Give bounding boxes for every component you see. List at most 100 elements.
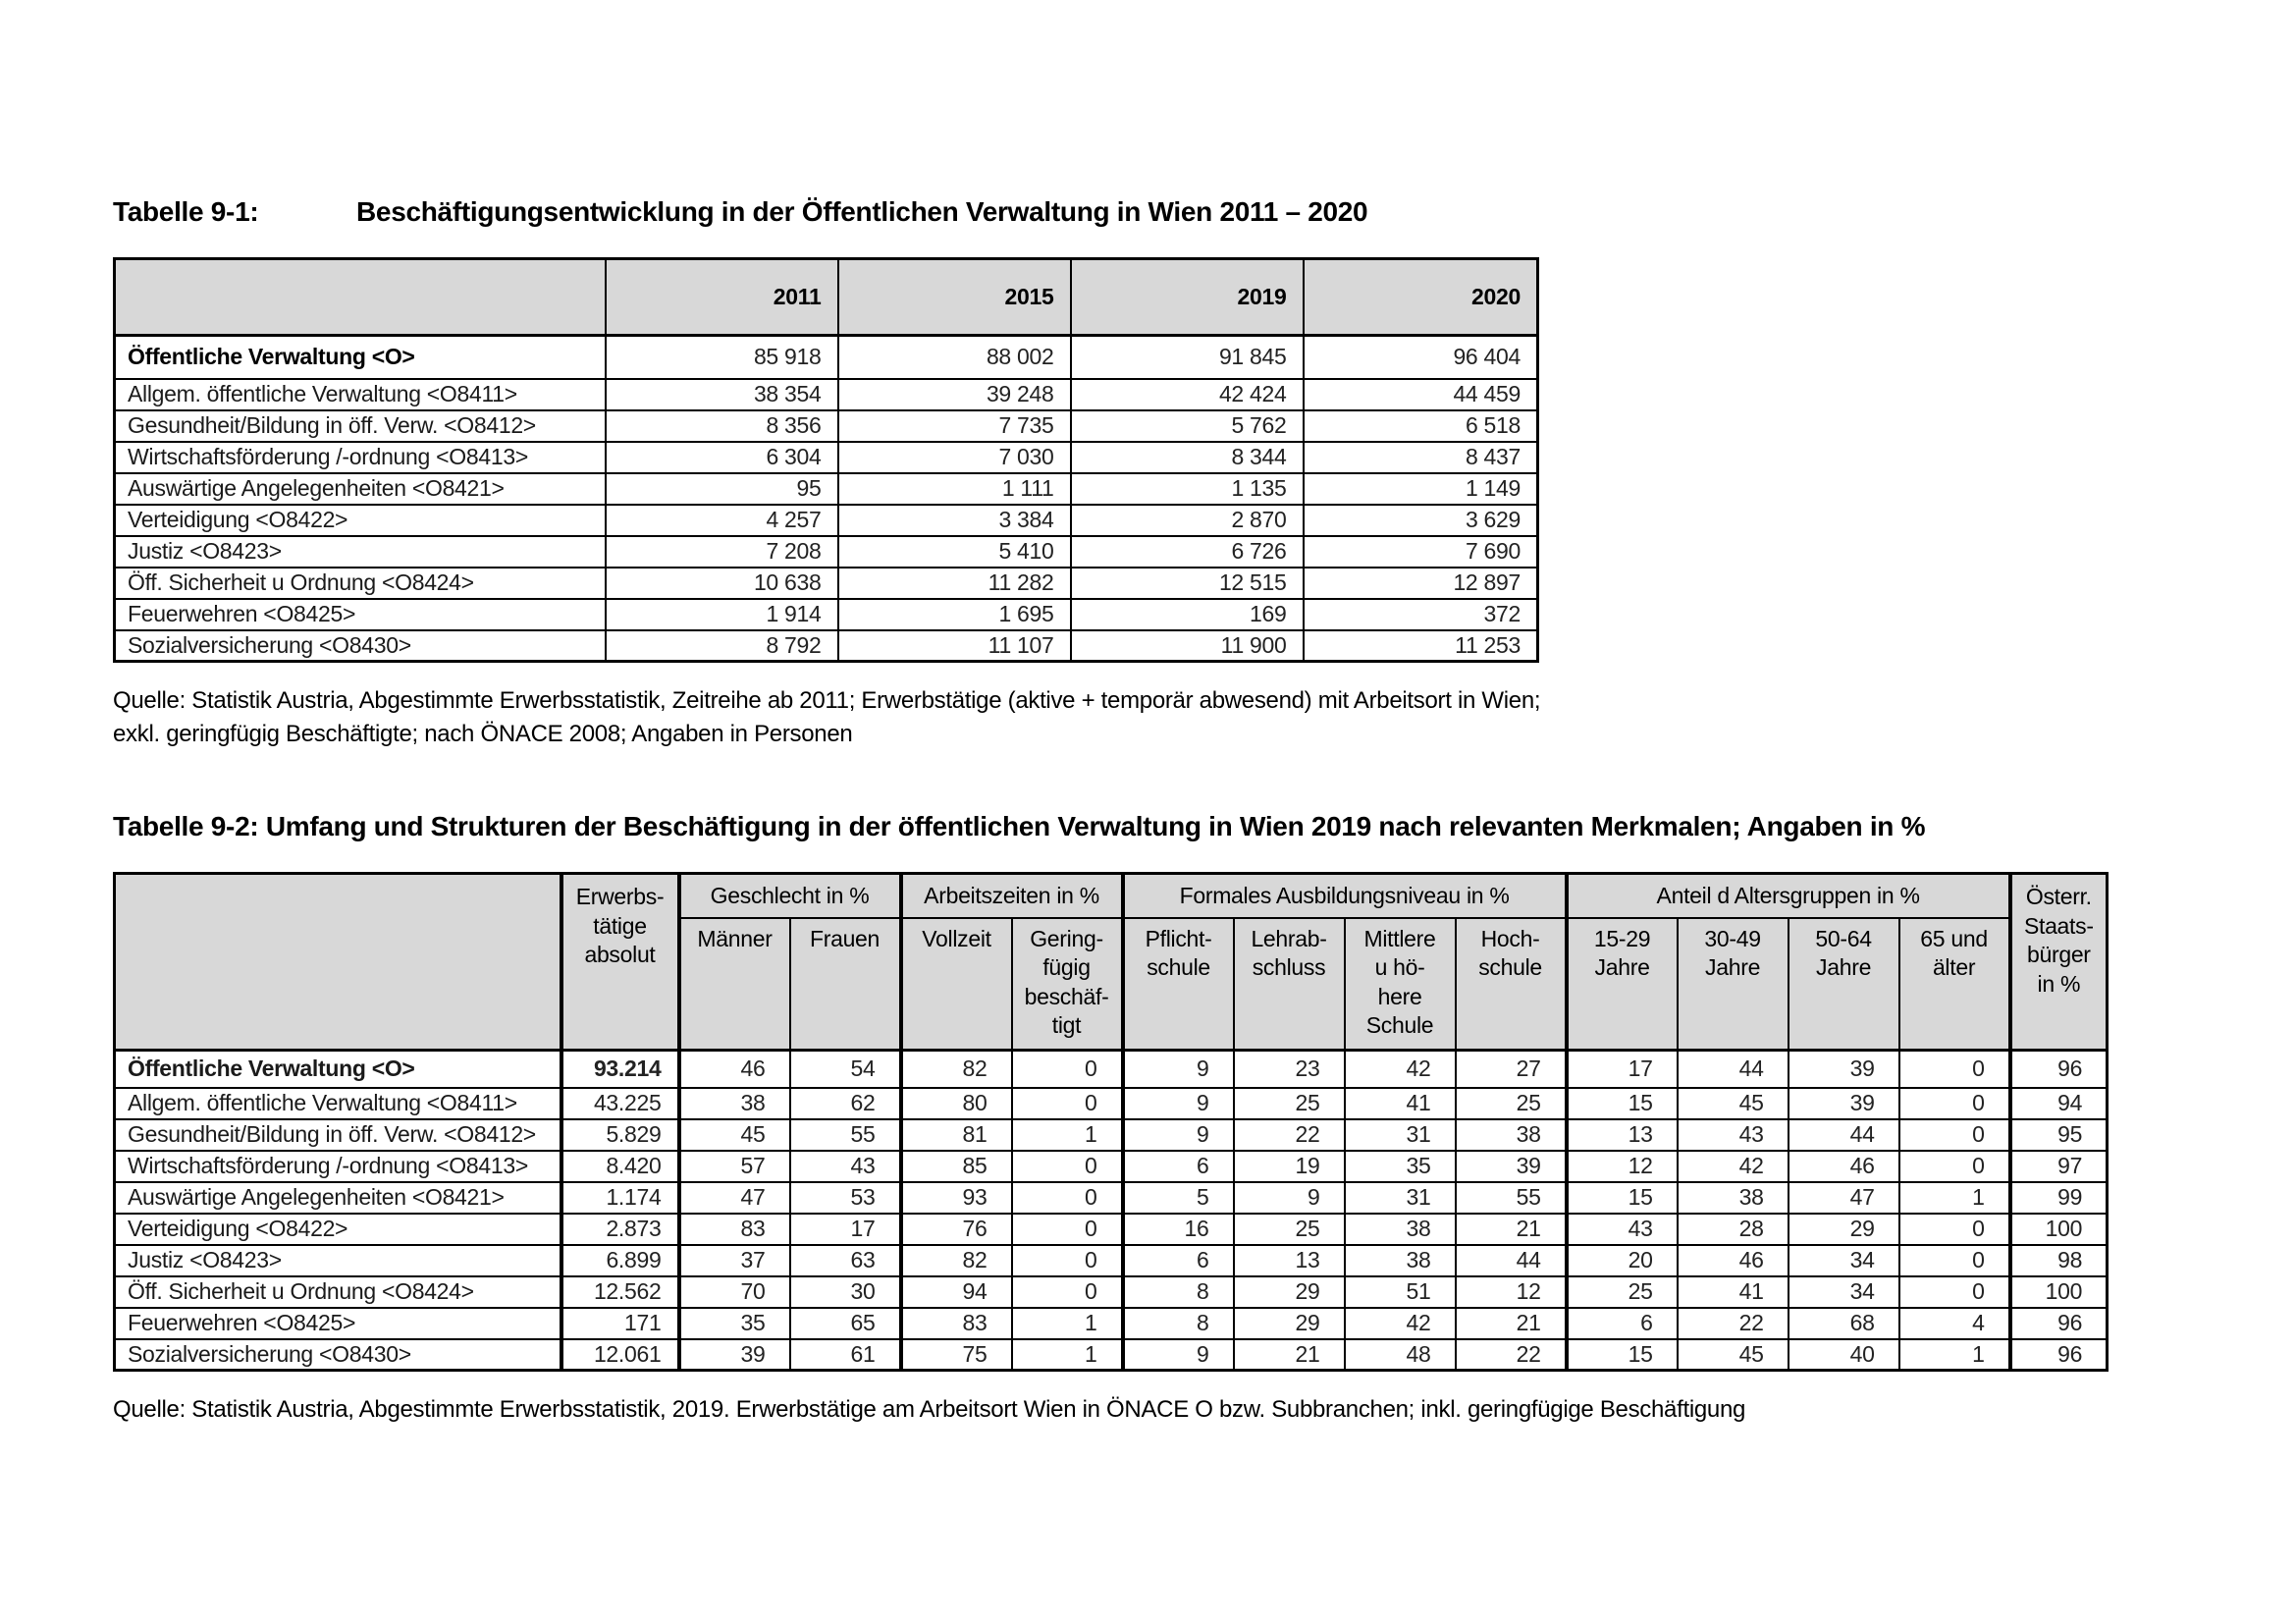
cell-value: 8 344 (1069, 440, 1305, 474)
cell-value: 3 384 (836, 503, 1072, 537)
cell-value: 12 897 (1302, 566, 1539, 600)
row-label: Allgem. öffentliche Verwaltung <O8411> (113, 1086, 562, 1120)
table2-col-header-mittlere-schule: Mittlere u hö- here Schule (1343, 916, 1457, 1053)
cell-value: 27 (1454, 1049, 1568, 1089)
cell-value: 2 870 (1069, 503, 1305, 537)
cell-value: 22 (1676, 1306, 1789, 1340)
cell-erwerbstaetige-absolut: 171 (559, 1306, 680, 1340)
cell-value: 80 (898, 1086, 1013, 1120)
cell-value: 37 (676, 1243, 791, 1277)
cell-value: 19 (1232, 1149, 1346, 1183)
cell-value: 83 (898, 1306, 1013, 1340)
table-row: Öffentliche Verwaltung <O> 93.214 46 54 82 0 9… (113, 1049, 2109, 1089)
table2-source-note: Quelle: Statistik Austria, Abgestimmte E… (113, 1396, 1746, 1424)
cell-value: 45 (1676, 1086, 1789, 1120)
cell-value: 76 (898, 1212, 1013, 1246)
cell-erwerbstaetige-absolut: 12.061 (559, 1337, 680, 1372)
table2-col-header-50-64: 50-64 Jahre (1787, 916, 1900, 1053)
cell-value: 88 002 (836, 334, 1072, 380)
row-label: Öff. Sicherheit u Ordnung <O8424> (113, 1274, 562, 1309)
cell-value: 1 (1897, 1180, 2011, 1215)
cell-value: 44 459 (1302, 377, 1539, 411)
row-label: Öffentliche Verwaltung <O> (113, 1049, 562, 1089)
cell-value: 34 (1787, 1274, 1900, 1309)
table2-group-altersgruppen: Anteil d Altersgruppen in % (1564, 872, 2011, 919)
cell-value: 0 (1897, 1243, 2011, 1277)
cell-value: 0 (1897, 1117, 2011, 1152)
cell-value: 54 (788, 1049, 902, 1089)
cell-value: 55 (788, 1117, 902, 1152)
cell-value: 95 (604, 471, 839, 506)
cell-value: 94 (898, 1274, 1013, 1309)
table1-col-header-2011: 2011 (604, 257, 839, 337)
table1-col-header-2020: 2020 (1302, 257, 1539, 337)
table2-col-header-geringfuegig: Gering- fügig beschäf- tigt (1010, 916, 1124, 1053)
cell-value: 9 (1232, 1180, 1346, 1215)
cell-value: 22 (1232, 1117, 1346, 1152)
cell-value: 42 (1676, 1149, 1789, 1183)
cell-value: 0 (1897, 1049, 2011, 1089)
cell-value: 34 (1787, 1243, 1900, 1277)
table-row: Verteidigung <O8422> 2.873 83 17 76 0 16 25 38 21… (113, 1212, 2109, 1246)
cell-value: 38 (1454, 1117, 1568, 1152)
cell-value: 62 (788, 1086, 902, 1120)
cell-value: 11 282 (836, 566, 1072, 600)
cell-value: 0 (1897, 1149, 2011, 1183)
cell-value: 39 (1787, 1049, 1900, 1089)
table2-employment-structure: Erwerbs- tätige absolut Geschlecht in % … (113, 872, 2109, 1373)
cell-value: 65 (788, 1306, 902, 1340)
table-row: Wirtschaftsförderung /-ordnung <O8413> 6 … (113, 440, 1539, 474)
cell-value: 21 (1232, 1337, 1346, 1372)
cell-value: 85 (898, 1149, 1013, 1183)
table2-group-arbeitszeiten: Arbeitszeiten in % (898, 872, 1124, 919)
cell-value: 22 (1454, 1337, 1568, 1372)
cell-value: 6 518 (1302, 408, 1539, 443)
cell-value: 57 (676, 1149, 791, 1183)
cell-value: 7 030 (836, 440, 1072, 474)
table-row: Sozialversicherung <O8430> 8 792 11 107 11 … (113, 628, 1539, 663)
cell-value: 9 (1120, 1337, 1235, 1372)
cell-value: 9 (1120, 1086, 1235, 1120)
cell-value: 42 424 (1069, 377, 1305, 411)
row-label: Auswärtige Angelegenheiten <O8421> (113, 1180, 562, 1215)
cell-value: 29 (1232, 1274, 1346, 1309)
cell-value: 45 (676, 1117, 791, 1152)
table1-title-number: Tabelle 9-1: (113, 196, 259, 227)
cell-value: 0 (1010, 1086, 1124, 1120)
cell-staatsbuerger: 96 (2007, 1337, 2109, 1372)
cell-value: 1 149 (1302, 471, 1539, 506)
table1-source-note: Quelle: Statistik Austria, Abgestimmte E… (113, 687, 1541, 747)
cell-value: 45 (1676, 1337, 1789, 1372)
table1-employment-development: 2011 2015 2019 2020 Öffentliche Verwaltu… (113, 257, 1539, 663)
table1-corner-cell (113, 257, 607, 337)
cell-value: 0 (1010, 1149, 1124, 1183)
cell-value: 21 (1454, 1212, 1568, 1246)
table-row: Justiz <O8423> 6.899 37 63 82 0 6 13 38 44 20 46 34 0… (113, 1243, 2109, 1277)
cell-value: 31 (1343, 1117, 1457, 1152)
cell-value: 25 (1564, 1274, 1679, 1309)
cell-value: 31 (1343, 1180, 1457, 1215)
row-label: Sozialversicherung <O8430> (113, 1337, 562, 1372)
cell-value: 68 (1787, 1306, 1900, 1340)
table-row: Gesundheit/Bildung in öff. Verw. <O8412>… (113, 1117, 2109, 1152)
cell-value: 15 (1564, 1086, 1679, 1120)
table2-title: Tabelle 9-2: Umfang und Strukturen der B… (113, 811, 1926, 842)
table2-corner-cell (113, 872, 562, 1053)
cell-erwerbstaetige-absolut: 2.873 (559, 1212, 680, 1246)
cell-value: 35 (1343, 1149, 1457, 1183)
table-row: Feuerwehren <O8425> 171 35 65 83 1 8 29 42 21 6 22 6… (113, 1306, 2109, 1340)
cell-erwerbstaetige-absolut: 1.174 (559, 1180, 680, 1215)
cell-value: 12 (1454, 1274, 1568, 1309)
table2-col-header-65-und-aelter: 65 und älter (1897, 916, 2011, 1053)
cell-value: 5 (1120, 1180, 1235, 1215)
cell-value: 12 (1564, 1149, 1679, 1183)
cell-value: 38 354 (604, 377, 839, 411)
cell-value: 0 (1897, 1274, 2011, 1309)
cell-value: 46 (1787, 1149, 1900, 1183)
cell-value: 0 (1897, 1086, 2011, 1120)
table2-col-header-erwerbstaetige: Erwerbs- tätige absolut (559, 872, 680, 1053)
cell-value: 43 (1676, 1117, 1789, 1152)
cell-value: 63 (788, 1243, 902, 1277)
row-label: Justiz <O8423> (113, 534, 607, 568)
